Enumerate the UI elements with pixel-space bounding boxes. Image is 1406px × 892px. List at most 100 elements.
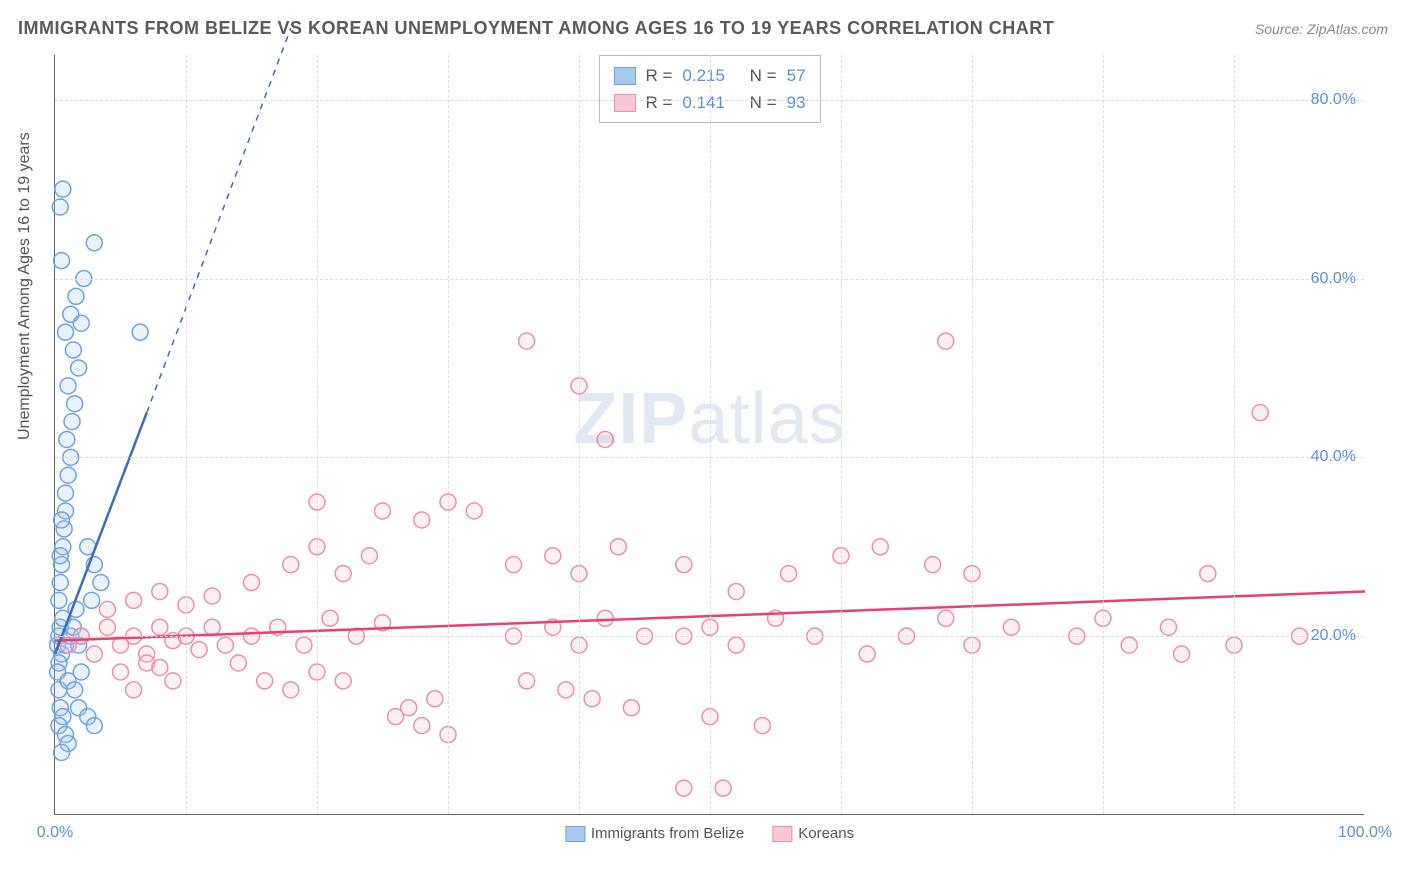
data-point-koreans <box>938 610 954 626</box>
data-point-koreans <box>152 619 168 635</box>
stat-n-belize: 57 <box>787 62 806 89</box>
grid-line-v <box>972 55 973 814</box>
data-point-koreans <box>283 682 299 698</box>
data-point-koreans <box>296 637 312 653</box>
data-point-koreans <box>126 682 142 698</box>
data-point-belize <box>54 253 70 269</box>
legend-item-koreans: Koreans <box>772 825 854 842</box>
x-tick-label: 0.0% <box>37 824 73 842</box>
data-point-koreans <box>414 718 430 734</box>
data-point-koreans <box>1121 637 1137 653</box>
stat-r-belize: 0.215 <box>682 62 725 89</box>
data-point-belize <box>68 288 84 304</box>
data-point-koreans <box>728 583 744 599</box>
data-point-belize <box>132 324 148 340</box>
data-point-koreans <box>1003 619 1019 635</box>
data-point-koreans <box>519 673 535 689</box>
regression-line-belize-dashed <box>147 28 291 412</box>
data-point-koreans <box>204 619 220 635</box>
grid-line-v <box>448 55 449 814</box>
data-point-koreans <box>1200 566 1216 582</box>
data-point-koreans <box>401 700 417 716</box>
data-point-belize <box>67 682 83 698</box>
grid-line-v <box>710 55 711 814</box>
data-point-koreans <box>938 333 954 349</box>
data-point-koreans <box>191 642 207 658</box>
data-point-koreans <box>558 682 574 698</box>
data-point-koreans <box>623 700 639 716</box>
stat-r-koreans: 0.141 <box>682 89 725 116</box>
data-point-belize <box>93 575 109 591</box>
data-point-koreans <box>715 780 731 796</box>
y-axis-label: Unemployment Among Ages 16 to 19 years <box>16 132 34 440</box>
y-tick-label: 40.0% <box>1311 448 1356 466</box>
data-point-koreans <box>1161 619 1177 635</box>
data-point-koreans <box>113 664 129 680</box>
data-point-koreans <box>86 646 102 662</box>
data-point-koreans <box>257 673 273 689</box>
x-tick-label: 100.0% <box>1338 824 1392 842</box>
data-point-koreans <box>322 610 338 626</box>
grid-line-v <box>317 55 318 814</box>
data-point-koreans <box>597 610 613 626</box>
data-point-koreans <box>335 673 351 689</box>
y-tick-label: 60.0% <box>1311 270 1356 288</box>
data-point-belize <box>55 181 71 197</box>
grid-line-v <box>1234 55 1235 814</box>
swatch-belize <box>613 67 635 85</box>
data-point-koreans <box>545 548 561 564</box>
data-point-koreans <box>414 512 430 528</box>
data-point-belize <box>57 485 73 501</box>
data-point-koreans <box>230 655 246 671</box>
grid-line-v <box>186 55 187 814</box>
data-point-koreans <box>99 619 115 635</box>
data-point-koreans <box>126 592 142 608</box>
data-point-koreans <box>754 718 770 734</box>
data-point-belize <box>54 512 70 528</box>
source-label: Source: ZipAtlas.com <box>1255 21 1388 37</box>
plot-area: ZIPatlas R = 0.215 N = 57 R = 0.141 N = … <box>54 55 1364 815</box>
grid-line-v <box>1103 55 1104 814</box>
data-point-belize <box>57 324 73 340</box>
x-axis-legend: Immigrants from Belize Koreans <box>565 825 854 842</box>
data-point-belize <box>86 718 102 734</box>
data-point-belize <box>67 396 83 412</box>
data-point-belize <box>54 744 70 760</box>
data-point-koreans <box>375 503 391 519</box>
data-point-koreans <box>781 566 797 582</box>
data-point-belize <box>60 378 76 394</box>
data-point-belize <box>65 342 81 358</box>
data-point-koreans <box>165 673 181 689</box>
data-point-koreans <box>152 583 168 599</box>
data-point-koreans <box>872 539 888 555</box>
data-point-koreans <box>676 557 692 573</box>
data-point-belize <box>86 235 102 251</box>
data-point-koreans <box>1174 646 1190 662</box>
data-point-koreans <box>99 601 115 617</box>
data-point-belize <box>71 360 87 376</box>
data-point-belize <box>60 467 76 483</box>
data-point-koreans <box>244 575 260 591</box>
data-point-koreans <box>728 637 744 653</box>
data-point-belize <box>52 548 68 564</box>
legend-item-belize: Immigrants from Belize <box>565 825 744 842</box>
data-point-koreans <box>152 659 168 675</box>
data-point-belize <box>63 306 79 322</box>
data-point-koreans <box>1252 405 1268 421</box>
data-point-koreans <box>676 780 692 796</box>
chart-title: IMMIGRANTS FROM BELIZE VS KOREAN UNEMPLO… <box>18 18 1054 39</box>
data-point-koreans <box>204 588 220 604</box>
data-point-koreans <box>610 539 626 555</box>
data-point-koreans <box>217 637 233 653</box>
data-point-koreans <box>597 431 613 447</box>
data-point-belize <box>51 592 67 608</box>
stat-n-koreans: 93 <box>787 89 806 116</box>
data-point-belize <box>84 592 100 608</box>
data-point-koreans <box>427 691 443 707</box>
data-point-belize <box>52 575 68 591</box>
y-tick-label: 80.0% <box>1311 91 1356 109</box>
swatch-koreans <box>613 94 635 112</box>
grid-line-v <box>579 55 580 814</box>
data-point-koreans <box>925 557 941 573</box>
swatch-koreans-icon <box>772 826 792 842</box>
